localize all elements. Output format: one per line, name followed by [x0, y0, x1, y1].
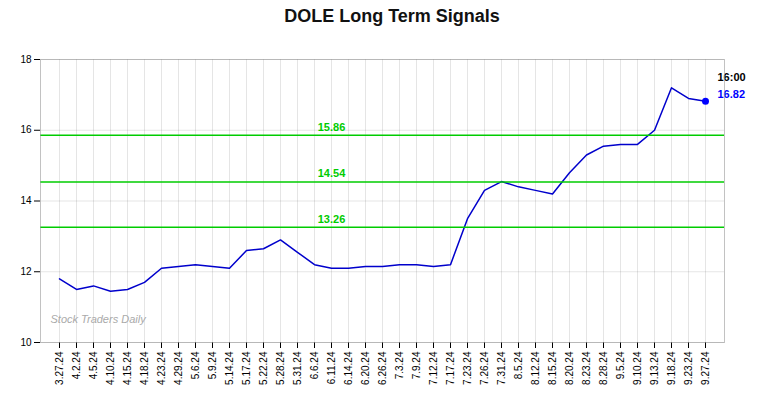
svg-text:9.27.24: 9.27.24	[700, 351, 711, 385]
svg-text:5.22.24: 5.22.24	[258, 351, 269, 385]
svg-text:7.3.24: 7.3.24	[394, 351, 405, 379]
svg-text:13.26: 13.26	[318, 213, 346, 225]
svg-text:8.15.24: 8.15.24	[547, 351, 558, 385]
svg-text:10: 10	[20, 337, 32, 348]
html-text:DOLE Long Term Signals: DOLE Long Term Signals	[284, 6, 500, 26]
svg-text:16.82: 16.82	[718, 88, 746, 100]
svg-text:14.54: 14.54	[318, 167, 346, 179]
svg-text:8.12.24: 8.12.24	[530, 351, 541, 385]
svg-text:6.6.24: 6.6.24	[309, 351, 320, 379]
svg-text:5.28.24: 5.28.24	[275, 351, 286, 385]
svg-text:Stock Traders Daily: Stock Traders Daily	[51, 313, 148, 325]
svg-text:5.6.24: 5.6.24	[190, 351, 201, 379]
svg-text:6.20.24: 6.20.24	[360, 351, 371, 385]
svg-text:5.14.24: 5.14.24	[224, 351, 235, 385]
svg-text:8.5.24: 8.5.24	[513, 351, 524, 379]
svg-text:6.26.24: 6.26.24	[377, 351, 388, 385]
svg-text:4.5.24: 4.5.24	[88, 351, 99, 379]
svg-text:5.17.24: 5.17.24	[241, 351, 252, 385]
svg-text:9.18.24: 9.18.24	[666, 351, 677, 385]
svg-text:6.14.24: 6.14.24	[343, 351, 354, 385]
svg-text:4.18.24: 4.18.24	[139, 351, 150, 385]
svg-text:14: 14	[20, 195, 32, 206]
svg-text:8.20.24: 8.20.24	[564, 351, 575, 385]
svg-text:5.9.24: 5.9.24	[207, 351, 218, 379]
svg-text:4.10.24: 4.10.24	[105, 351, 116, 385]
svg-text:16:00: 16:00	[718, 71, 746, 83]
svg-text:7.31.24: 7.31.24	[496, 351, 507, 385]
svg-text:7.12.24: 7.12.24	[428, 351, 439, 385]
svg-text:8.28.24: 8.28.24	[598, 351, 609, 385]
svg-text:9.23.24: 9.23.24	[683, 351, 694, 385]
svg-text:9.5.24: 9.5.24	[615, 351, 626, 379]
svg-text:18: 18	[20, 54, 32, 65]
svg-text:6.11.24: 6.11.24	[326, 351, 337, 384]
svg-text:7.9.24: 7.9.24	[411, 351, 422, 379]
svg-text:4.29.24: 4.29.24	[173, 351, 184, 385]
svg-text:5.31.24: 5.31.24	[292, 351, 303, 385]
svg-text:9.10.24: 9.10.24	[632, 351, 643, 385]
svg-text:7.23.24: 7.23.24	[462, 351, 473, 385]
svg-text:12: 12	[20, 266, 32, 277]
svg-text:7.26.24: 7.26.24	[479, 351, 490, 385]
svg-text:3.27.24: 3.27.24	[54, 351, 65, 385]
svg-text:4.2.24: 4.2.24	[71, 351, 82, 379]
svg-text:16: 16	[20, 124, 32, 135]
svg-text:9.13.24: 9.13.24	[649, 351, 660, 385]
svg-text:8.23.24: 8.23.24	[581, 351, 592, 385]
svg-text:7.17.24: 7.17.24	[445, 351, 456, 385]
svg-text:4.15.24: 4.15.24	[122, 351, 133, 385]
svg-text:15.86: 15.86	[318, 121, 346, 133]
svg-text:4.23.24: 4.23.24	[156, 351, 167, 385]
